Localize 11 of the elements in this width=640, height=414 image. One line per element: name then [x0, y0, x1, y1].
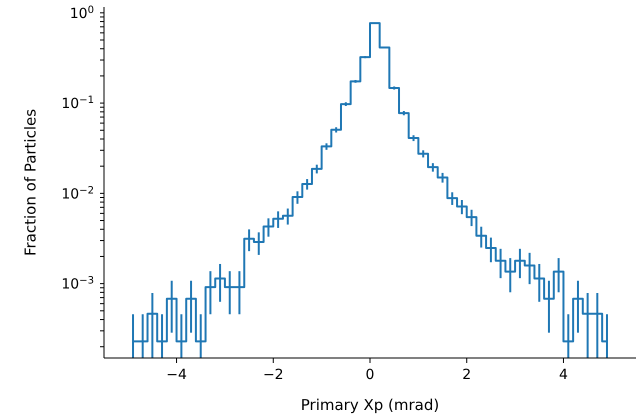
- y-tick-label: 10$^{0}$: [70, 4, 94, 22]
- y-tick-label: 10$^{−1}$: [61, 94, 94, 112]
- y-tick-label: 10$^{−2}$: [61, 184, 94, 202]
- x-tick-label: 4: [558, 367, 568, 383]
- y-tick-label: 10$^{−3}$: [61, 275, 94, 293]
- x-tick-label: 2: [462, 367, 472, 383]
- y-axis-title: Fraction of Particles: [21, 108, 40, 256]
- x-tick-label: −2: [262, 367, 284, 383]
- x-tick-label: 0: [366, 367, 374, 383]
- x-tick-label: −4: [166, 367, 187, 383]
- x-axis-title: Primary Xp (mrad): [300, 396, 440, 414]
